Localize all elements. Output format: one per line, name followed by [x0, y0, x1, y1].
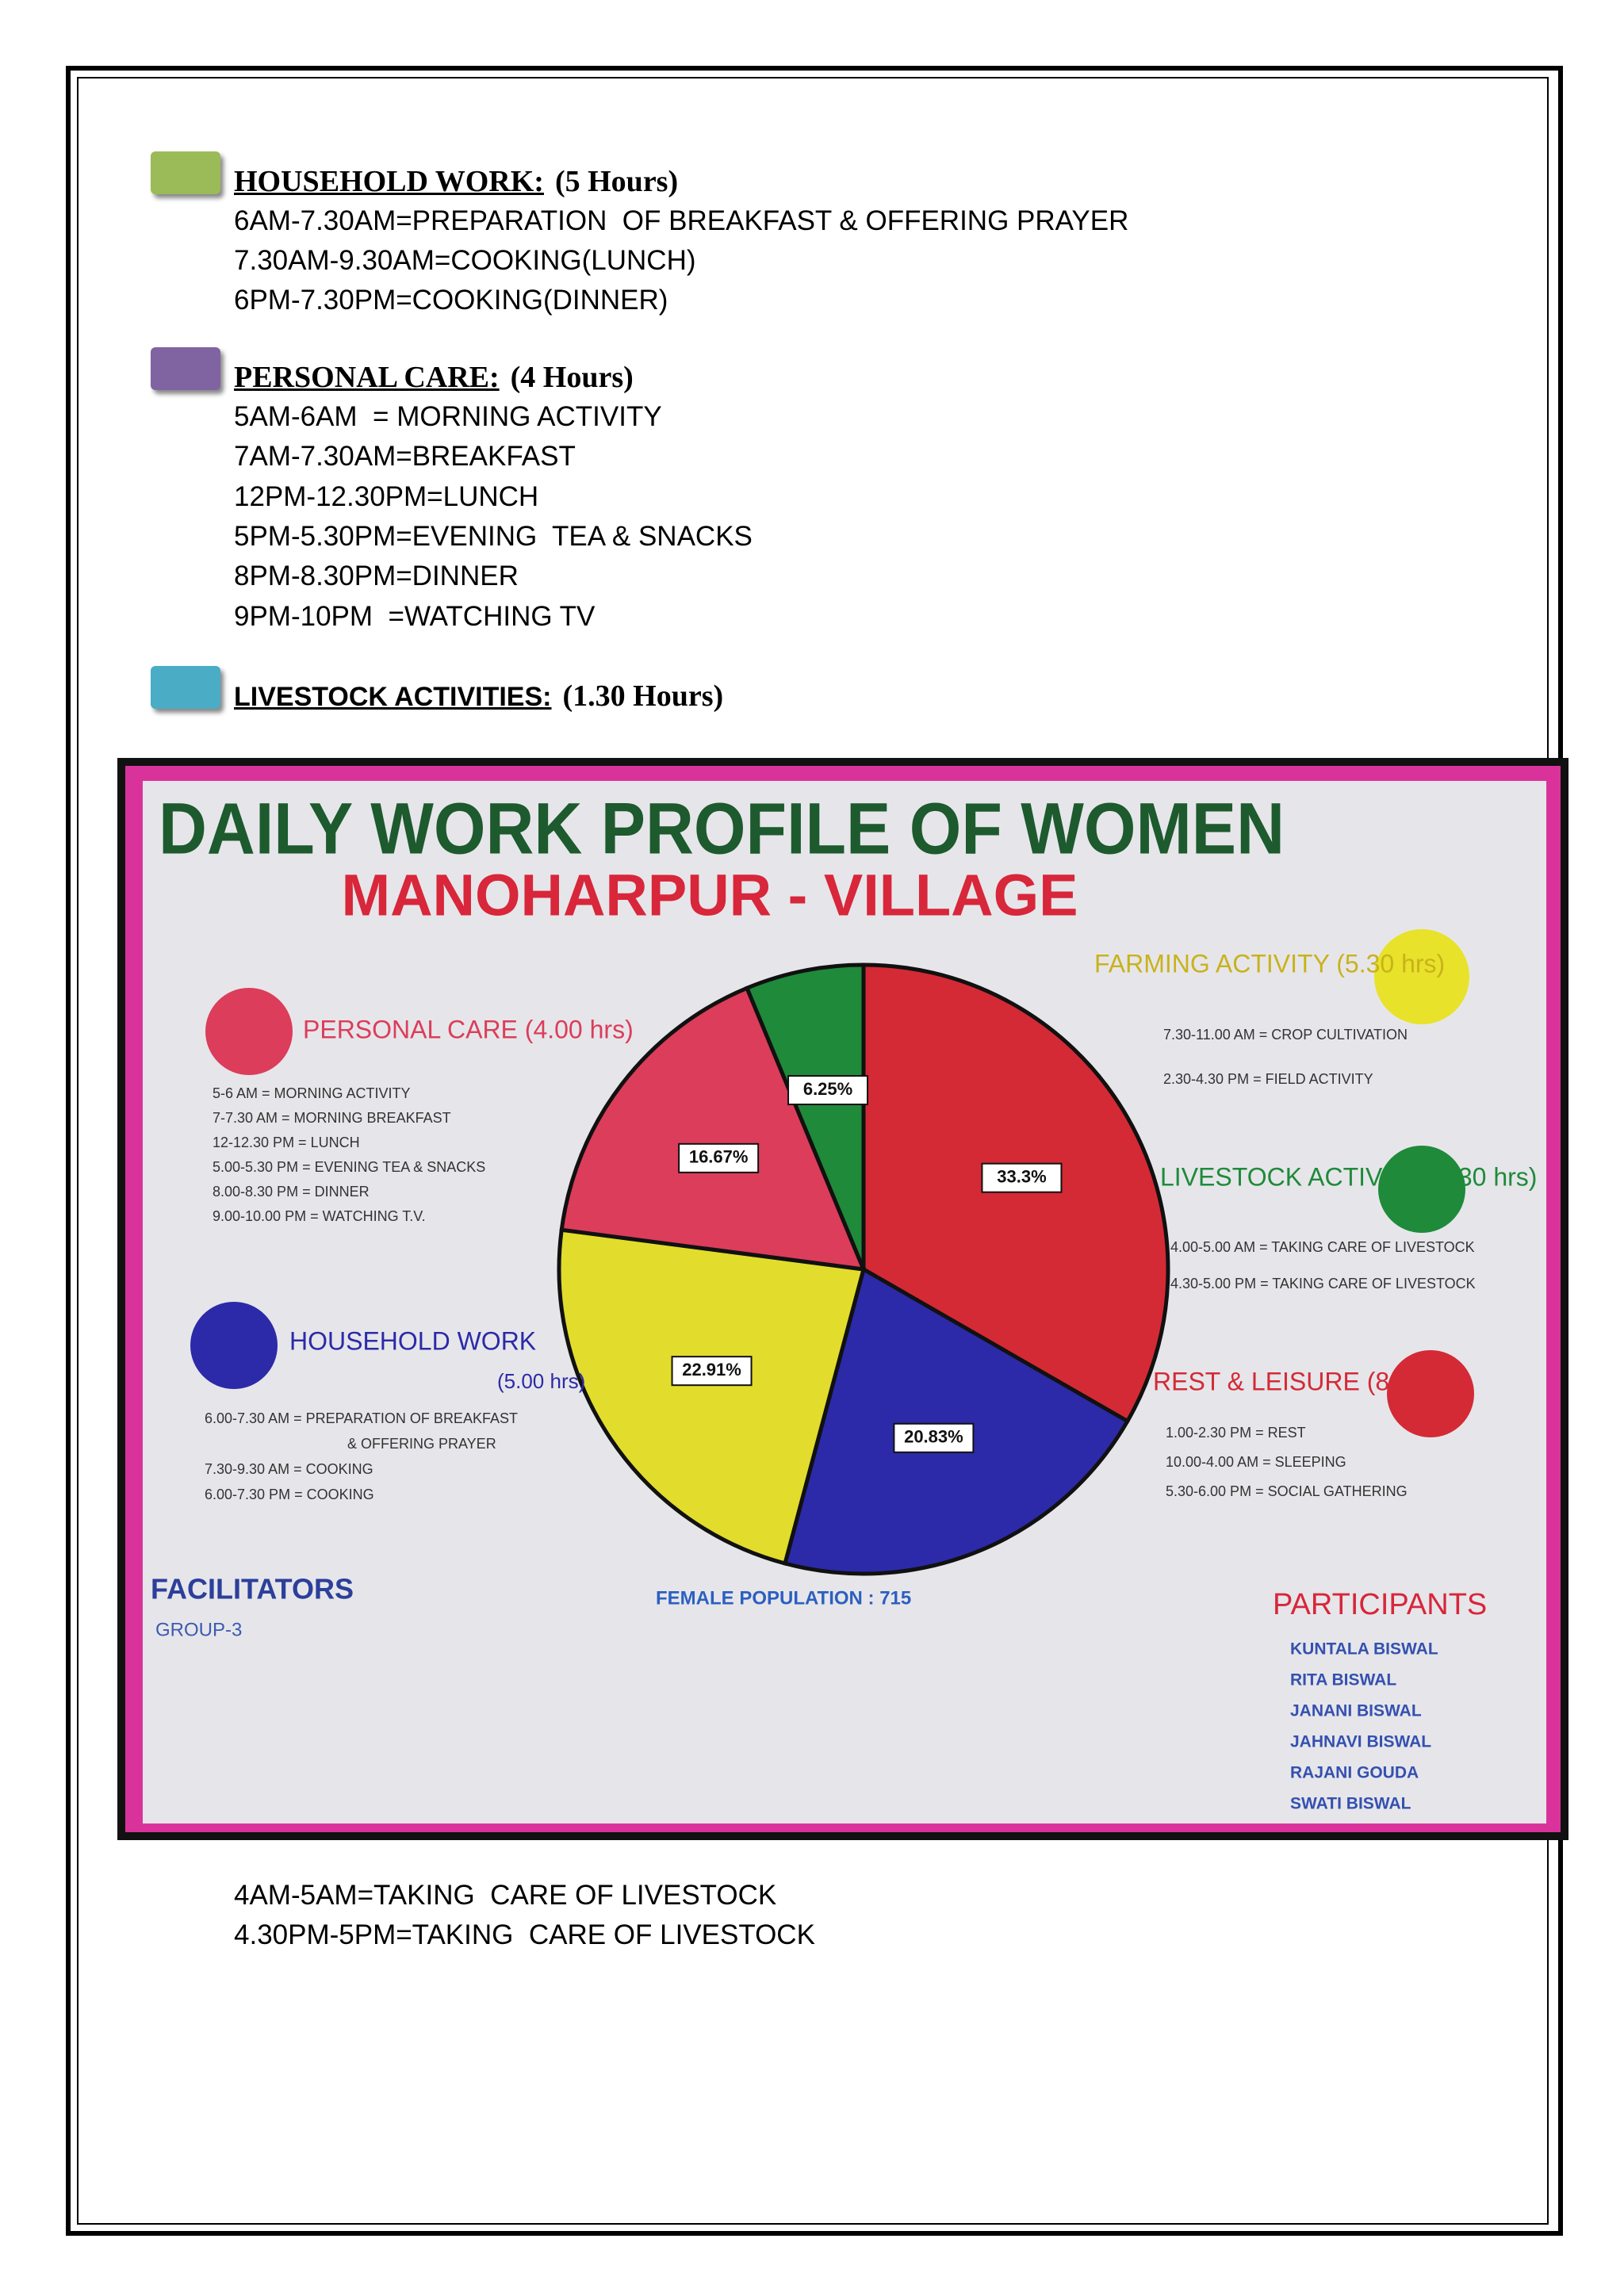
- section-heading: LIVESTOCK ACTIVITIES: (1.30 Hours): [234, 679, 723, 714]
- pie-slice: [861, 962, 1170, 1424]
- legend-item: 12-12.30 PM = LUNCH: [213, 1135, 360, 1150]
- section-item: 4.30PM-5PM=TAKING CARE OF LIVESTOCK: [234, 1919, 815, 1950]
- value-label: 16.67%: [689, 1147, 749, 1167]
- section-item: 7AM-7.30AM=BREAKFAST: [234, 441, 576, 472]
- value-label-box: [893, 1422, 975, 1453]
- legend-title: FARMING ACTIVITY (5.30 hrs): [1094, 949, 1445, 978]
- legend-item: 5.00-5.30 PM = EVENING TEA & SNACKS: [213, 1159, 485, 1175]
- legend-item: 4.30-5.00 PM = TAKING CARE OF LIVESTOCK: [1170, 1276, 1476, 1292]
- pie-slice: [782, 1266, 1131, 1576]
- legend-item: 7.30-11.00 AM = CROP CULTIVATION: [1163, 1027, 1408, 1043]
- facilitators: FACILITATORS: [151, 1573, 354, 1605]
- value-label: 20.83%: [904, 1427, 963, 1447]
- legend-dot: [190, 1302, 278, 1389]
- legend-item: 9.00-10.00 PM = WATCHING T.V.: [213, 1208, 426, 1224]
- participants-title: PARTICIPANTS: [1273, 1588, 1487, 1621]
- participant: JAHNAVI BISWAL: [1290, 1733, 1431, 1751]
- legend-item: & OFFERING PRAYER: [347, 1436, 496, 1452]
- group: GROUP-3: [155, 1619, 242, 1640]
- section-heading: PERSONAL CARE: (4 Hours): [234, 360, 634, 395]
- legend-item: 1.00-2.30 PM = REST: [1166, 1425, 1306, 1441]
- value-label-box: [671, 1356, 753, 1387]
- value-label-box: [787, 1075, 869, 1106]
- legend-item: 2.30-4.30 PM = FIELD ACTIVITY: [1163, 1071, 1373, 1087]
- section-hours: (1.30 Hours): [562, 679, 724, 713]
- legend-item: 5-6 AM = MORNING ACTIVITY: [213, 1085, 411, 1101]
- legend-item: 4.00-5.00 AM = TAKING CARE OF LIVESTOCK: [1170, 1239, 1475, 1255]
- legend-swatch: [151, 666, 220, 709]
- section-item: 4AM-5AM=TAKING CARE OF LIVESTOCK: [234, 1880, 777, 1911]
- legend-item: 10.00-4.00 AM = SLEEPING: [1166, 1454, 1346, 1470]
- legend-item: 8.00-8.30 PM = DINNER: [213, 1184, 370, 1200]
- legend-hours: (5.00 hrs): [497, 1369, 585, 1393]
- section-item: 7.30AM-9.30AM=COOKING(LUNCH): [234, 245, 696, 276]
- section-item: 5AM-6AM = MORNING ACTIVITY: [234, 401, 662, 432]
- legend-item: 6.00-7.30 PM = COOKING: [205, 1487, 374, 1502]
- legend-item: 5.30-6.00 PM = SOCIAL GATHERING: [1166, 1483, 1408, 1499]
- legend-item: 6.00-7.30 AM = PREPARATION OF BREAKFAST: [205, 1410, 518, 1426]
- value-label: 22.91%: [682, 1360, 741, 1380]
- section-title: LIVESTOCK ACTIVITIES:: [234, 682, 552, 712]
- legend-title: HOUSEHOLD WORK: [289, 1326, 536, 1355]
- section-hours: (5 Hours): [554, 165, 679, 198]
- section-item: 6AM-7.30AM=PREPARATION OF BREAKFAST & OF…: [234, 205, 1129, 236]
- participant: RAJANI GOUDA: [1290, 1764, 1419, 1782]
- pie-slice: [559, 985, 867, 1272]
- legend-item: 7-7.30 AM = MORNING BREAKFAST: [213, 1110, 451, 1126]
- poster-subtitle: MANOHARPUR - VILLAGE: [341, 863, 1078, 928]
- legend-dot: [1378, 1146, 1465, 1233]
- population: FEMALE POPULATION : 715: [656, 1587, 911, 1609]
- section-item: 8PM-8.30PM=DINNER: [234, 561, 519, 591]
- pie-slice: [744, 962, 866, 1270]
- section-item: 6PM-7.30PM=COOKING(DINNER): [234, 285, 668, 316]
- legend-dot: [1387, 1350, 1474, 1437]
- participant: JANANI BISWAL: [1290, 1702, 1422, 1720]
- value-label: 6.25%: [803, 1079, 852, 1099]
- participant: SWATI BISWAL: [1290, 1795, 1411, 1813]
- participant: KUNTALA BISWAL: [1290, 1640, 1438, 1659]
- section-item: 5PM-5.30PM=EVENING TEA & SNACKS: [234, 521, 753, 552]
- pie-slice: [557, 1227, 867, 1567]
- value-label-box: [981, 1162, 1063, 1193]
- participant: RITA BISWAL: [1290, 1671, 1396, 1689]
- legend-dot: [1374, 929, 1469, 1024]
- section-title: PERSONAL CARE:: [234, 361, 500, 394]
- section-item: 9PM-10PM =WATCHING TV: [234, 601, 596, 632]
- value-label: 33.3%: [997, 1166, 1046, 1186]
- legend-title: LIVESTOCK ACTIVITY (1.30 hrs): [1160, 1162, 1537, 1191]
- legend-title: REST & LEISURE (8 hrs): [1153, 1367, 1440, 1395]
- legend-dot: [205, 988, 293, 1075]
- section-title: HOUSEHOLD WORK:: [234, 165, 544, 198]
- section-heading: HOUSEHOLD WORK: (5 Hours): [234, 164, 678, 199]
- legend-item: 7.30-9.30 AM = COOKING: [205, 1461, 373, 1477]
- section-item: 12PM-12.30PM=LUNCH: [234, 481, 539, 512]
- legend-title: PERSONAL CARE (4.00 hrs): [303, 1015, 634, 1043]
- legend-swatch: [151, 347, 220, 390]
- poster-title: DAILY WORK PROFILE OF WOMEN: [159, 788, 1285, 869]
- legend-swatch: [151, 151, 220, 194]
- section-hours: (4 Hours): [510, 361, 634, 394]
- value-label-box: [678, 1142, 760, 1173]
